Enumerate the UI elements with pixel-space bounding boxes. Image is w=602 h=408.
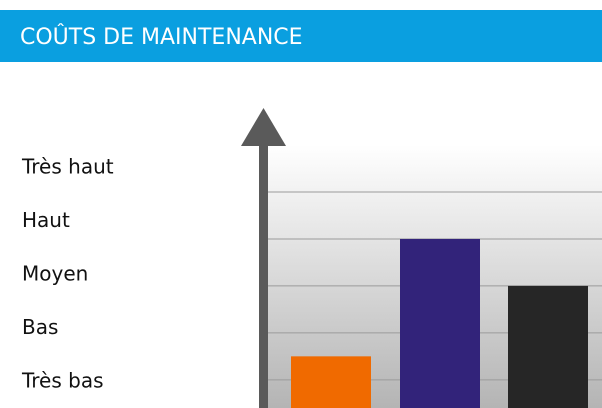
y-tick-label: Moyen xyxy=(22,262,88,286)
bar xyxy=(400,238,480,408)
bar xyxy=(291,356,371,408)
chart-title: COÛTS DE MAINTENANCE xyxy=(20,24,303,50)
y-axis xyxy=(259,140,268,408)
y-tick-label: Très bas xyxy=(21,369,104,393)
header-bar xyxy=(0,10,602,62)
y-tick-label: Haut xyxy=(22,208,70,232)
y-tick-label: Très haut xyxy=(21,155,114,179)
bar xyxy=(508,285,588,408)
y-tick-label: Bas xyxy=(22,315,58,339)
y-axis-arrow xyxy=(241,108,286,146)
